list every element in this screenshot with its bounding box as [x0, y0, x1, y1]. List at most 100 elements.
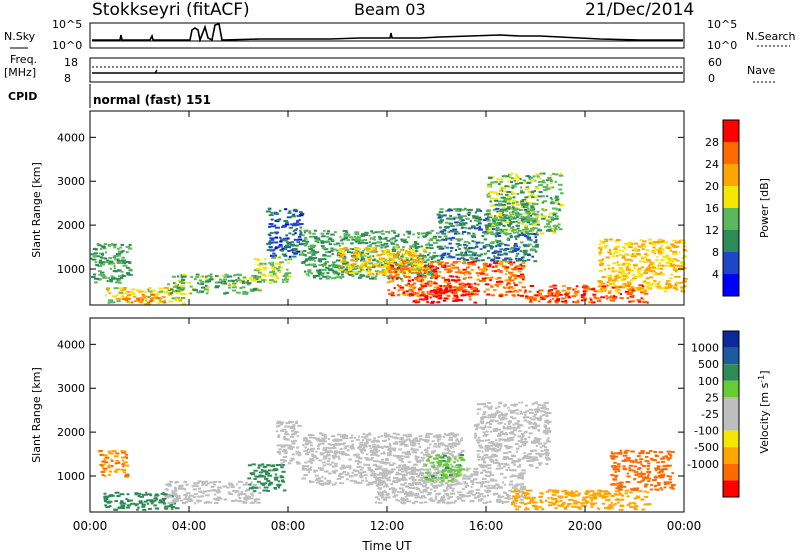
scatter-cell [398, 264, 400, 266]
scatter-cell [253, 490, 256, 492]
scatter-cell [264, 258, 267, 260]
scatter-cell [618, 254, 622, 256]
scatter-cell [370, 256, 372, 258]
scatter-cell [510, 212, 512, 214]
scatter-cell [142, 290, 144, 292]
scatter-cell [459, 219, 462, 221]
scatter-cell [389, 443, 392, 445]
scatter-cell [606, 281, 609, 283]
scatter-cell [386, 493, 390, 495]
scatter-cell [531, 193, 534, 195]
scatter-cell [277, 436, 280, 438]
scatter-cell [530, 285, 534, 287]
colorbar-tick-label: 12 [705, 224, 719, 237]
scatter-cell [244, 493, 246, 495]
scatter-cell [467, 232, 470, 234]
scatter-cell [492, 246, 494, 248]
scatter-cell [634, 267, 636, 269]
scatter-cell [386, 240, 390, 242]
scatter-cell [539, 178, 541, 180]
scatter-cell [328, 458, 331, 460]
scatter-cell [271, 219, 274, 221]
scatter-cell [175, 495, 180, 497]
scatter-cell [378, 498, 381, 500]
scatter-cell [134, 492, 138, 494]
scatter-cell [339, 473, 343, 475]
scatter-cell [287, 262, 290, 264]
scatter-cell [408, 453, 411, 455]
scatter-cell [482, 278, 486, 280]
scatter-cell [522, 286, 526, 288]
scatter-cell [448, 496, 453, 498]
scatter-cell [186, 492, 191, 494]
scatter-cell [119, 292, 123, 294]
scatter-cell [283, 449, 287, 451]
colorbar-swatch [723, 164, 739, 186]
scatter-cell [622, 250, 624, 252]
scatter-cell [541, 218, 546, 220]
scatter-cell [358, 271, 362, 273]
scatter-cell [142, 509, 146, 511]
scatter-cell [462, 478, 466, 480]
scatter-cell [101, 253, 104, 255]
scatter-cell [415, 487, 418, 489]
scatter-cell [114, 259, 117, 261]
scatter-cell [368, 445, 371, 447]
scatter-cell [399, 438, 402, 440]
scatter-cell [468, 251, 473, 253]
scatter-cell [315, 457, 318, 459]
scatter-cell [428, 285, 433, 287]
scatter-cell [413, 263, 418, 265]
scatter-cell [93, 274, 96, 276]
scatter-cell [517, 294, 519, 296]
scatter-cell [395, 477, 399, 479]
scatter-cell [341, 482, 344, 484]
scatter-cell [400, 249, 403, 251]
scatter-cell [429, 499, 433, 501]
scatter-cell [194, 289, 198, 291]
scatter-cell [546, 223, 550, 225]
scatter-cell [502, 265, 506, 267]
scatter-cell [276, 430, 278, 432]
scatter-cell [103, 496, 108, 498]
scatter-cell [274, 479, 278, 481]
scatter-cell [187, 282, 191, 284]
scatter-cell [477, 275, 480, 277]
scatter-cell [238, 481, 243, 483]
scatter-cell [446, 218, 451, 220]
scatter-cell [430, 232, 432, 234]
scatter-cell [354, 271, 358, 273]
scatter-cell [245, 495, 249, 497]
scatter-cell [496, 178, 500, 180]
scatter-cell [419, 275, 422, 277]
scatter-cell [405, 471, 408, 473]
scatter-cell [532, 230, 534, 232]
scatter-cell [281, 446, 286, 448]
scatter-cell [535, 214, 539, 216]
scatter-cell [368, 235, 370, 237]
scatter-cell [547, 226, 551, 228]
scatter-cell [194, 278, 197, 280]
scatter-cell [390, 265, 394, 267]
scatter-cell [368, 482, 371, 484]
scatter-cell [373, 437, 376, 439]
scatter-cell [428, 433, 432, 435]
scatter-cell [128, 262, 131, 264]
scatter-cell [519, 246, 521, 248]
scatter-cell [540, 232, 545, 234]
scatter-cell [548, 290, 551, 292]
scatter-cell [258, 276, 262, 278]
scatter-cell [447, 434, 451, 436]
scatter-cell [505, 273, 507, 275]
scatter-cell [224, 499, 228, 501]
scatter-cell [283, 489, 287, 491]
scatter-cell [455, 271, 459, 273]
scatter-cell [167, 483, 171, 485]
scatter-cell [332, 455, 334, 457]
scatter-cell [344, 268, 348, 270]
scatter-cell [343, 237, 348, 239]
scatter-cell [456, 210, 460, 212]
scatter-cell [475, 257, 478, 259]
scatter-cell [527, 182, 531, 184]
